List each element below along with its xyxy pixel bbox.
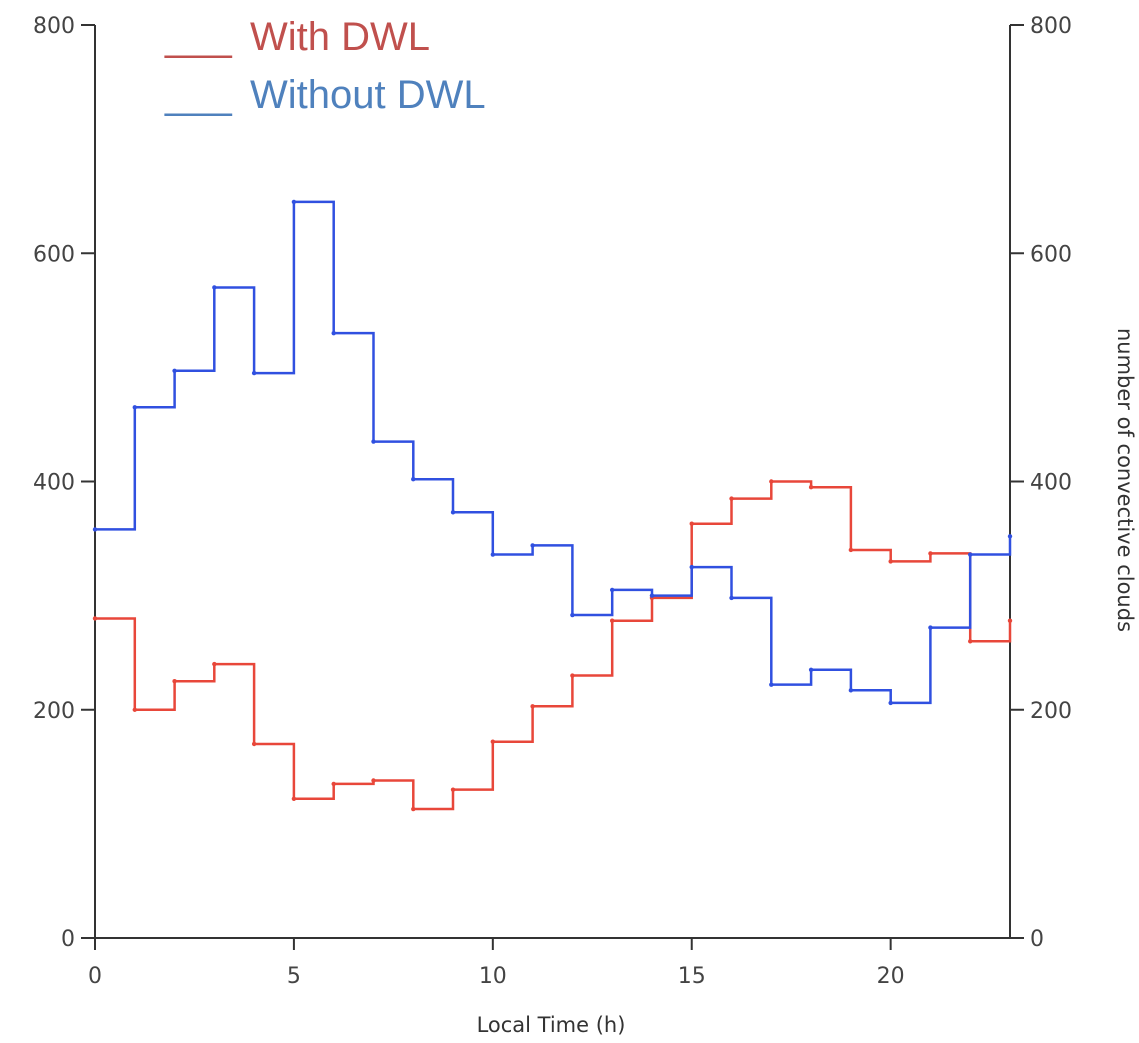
data-point-without-dwl <box>729 595 734 601</box>
legend-item-without-dwl: ___ Without DWL <box>164 73 486 117</box>
y-tick-label-left: 0 <box>61 927 75 952</box>
data-point-with-dwl <box>291 796 297 801</box>
data-point-without-dwl <box>689 564 694 570</box>
data-point-with-dwl <box>371 778 376 783</box>
data-point-with-dwl <box>132 707 137 712</box>
data-point-without-dwl <box>371 439 376 444</box>
data-point-without-dwl <box>848 688 854 693</box>
x-tick-label: 0 <box>88 964 102 989</box>
legend-label: Without DWL <box>250 73 486 117</box>
x-tick-label: 5 <box>287 964 301 989</box>
data-point-without-dwl <box>968 552 973 557</box>
data-point-without-dwl <box>570 612 575 618</box>
data-point-without-dwl <box>490 552 496 557</box>
data-point-with-dwl <box>490 739 496 744</box>
y-tick-label-right: 800 <box>1030 14 1072 39</box>
data-point-without-dwl <box>769 682 774 687</box>
data-point-with-dwl <box>251 741 257 747</box>
data-point-without-dwl <box>92 527 98 532</box>
data-point-with-dwl <box>848 547 854 553</box>
data-point-with-dwl <box>92 616 98 621</box>
series-line-with-dwl <box>95 480 1012 811</box>
y-tick-label-right: 600 <box>1030 242 1072 267</box>
y-tick-label-right: 200 <box>1030 699 1072 724</box>
data-point-with-dwl <box>331 781 336 787</box>
y-tick-label-left: 400 <box>33 471 75 496</box>
data-point-without-dwl <box>808 667 814 673</box>
data-point-with-dwl <box>808 485 814 490</box>
data-point-without-dwl <box>291 199 297 205</box>
data-point-without-dwl <box>411 477 416 482</box>
legend-label: With DWL <box>250 15 430 59</box>
data-point-with-dwl <box>570 673 575 678</box>
plot-area <box>92 199 1013 812</box>
series-line-without-dwl <box>95 200 1012 705</box>
x-tick-label: 15 <box>678 964 706 989</box>
data-point-with-dwl <box>530 704 535 709</box>
data-point-with-dwl <box>729 496 734 501</box>
data-point-without-dwl <box>928 625 933 630</box>
data-point-with-dwl <box>212 661 217 667</box>
data-point-with-dwl <box>609 618 615 623</box>
data-point-without-dwl <box>251 370 257 376</box>
legend-marker: ___ <box>164 15 232 59</box>
data-point-with-dwl <box>928 551 933 556</box>
data-point-with-dwl <box>172 679 177 684</box>
data-point-without-dwl <box>132 405 137 410</box>
data-point-without-dwl <box>212 285 217 290</box>
data-point-without-dwl <box>1007 534 1013 539</box>
data-point-with-dwl <box>450 787 456 792</box>
data-point-with-dwl <box>411 806 416 812</box>
legend-marker: ___ <box>164 73 232 117</box>
y-tick-label-left: 600 <box>33 242 75 267</box>
legend-item-with-dwl: ___ With DWL <box>164 15 430 59</box>
y-tick-label-left: 200 <box>33 699 75 724</box>
y-tick-label-right: 0 <box>1030 927 1044 952</box>
data-point-without-dwl <box>172 368 177 373</box>
data-point-with-dwl <box>1007 618 1013 623</box>
data-point-without-dwl <box>888 700 893 706</box>
data-point-without-dwl <box>331 330 336 336</box>
x-tick-label: 20 <box>877 964 905 989</box>
legend: ___ With DWL ___ Without DWL <box>164 15 486 117</box>
y-axis-label-right: number of convective clouds <box>1113 328 1137 632</box>
data-point-without-dwl <box>649 593 655 598</box>
y-tick-label-right: 400 <box>1030 471 1072 496</box>
data-point-with-dwl <box>769 479 774 484</box>
data-point-without-dwl <box>450 510 456 515</box>
x-axis-label: Local Time (h) <box>477 1013 626 1037</box>
x-tick-label: 10 <box>479 964 507 989</box>
data-point-with-dwl <box>968 639 973 644</box>
data-point-with-dwl <box>689 521 694 526</box>
data-point-with-dwl <box>888 559 893 564</box>
y-tick-label-left: 800 <box>33 14 75 39</box>
data-point-without-dwl <box>530 543 535 548</box>
data-point-without-dwl <box>609 587 615 593</box>
